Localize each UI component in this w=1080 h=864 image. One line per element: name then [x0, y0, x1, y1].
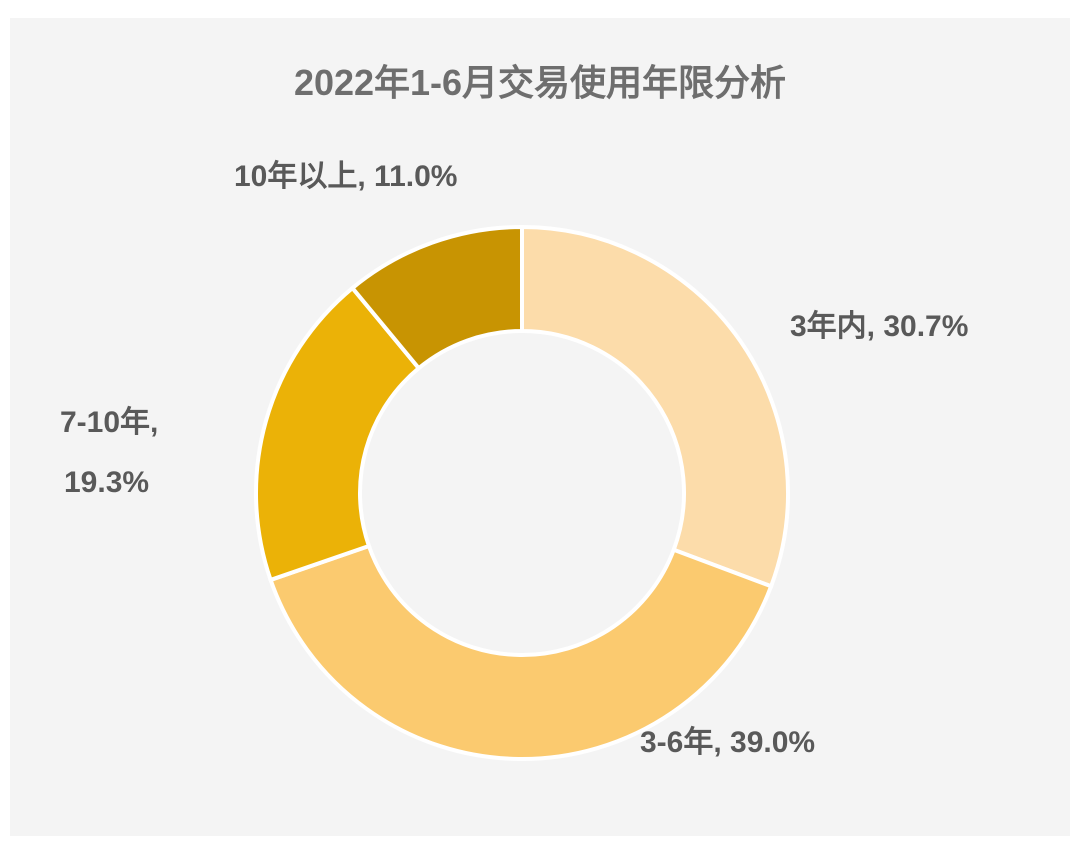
label-10nian-yishang: 10年以上, 11.0% [234, 160, 457, 193]
data-labels: 3年内, 30.7% 3-6年, 39.0% 7-10年, 19.3% 10年以… [60, 160, 968, 759]
donut-slice-3 [349, 224, 524, 371]
label-7-10nian-line2: 19.3% [64, 466, 149, 499]
donut-slice-0 [520, 224, 790, 589]
donut-slice-2 [254, 285, 422, 583]
label-3nian-nei: 3年内, 30.7% [790, 310, 968, 343]
donut-slices [254, 224, 790, 761]
donut-slice-1 [268, 543, 774, 761]
label-3-6nian: 3-6年, 39.0% [640, 726, 815, 759]
label-7-10nian-line1: 7-10年, [60, 406, 158, 439]
chart-title: 2022年1-6月交易使用年限分析 [293, 62, 787, 103]
